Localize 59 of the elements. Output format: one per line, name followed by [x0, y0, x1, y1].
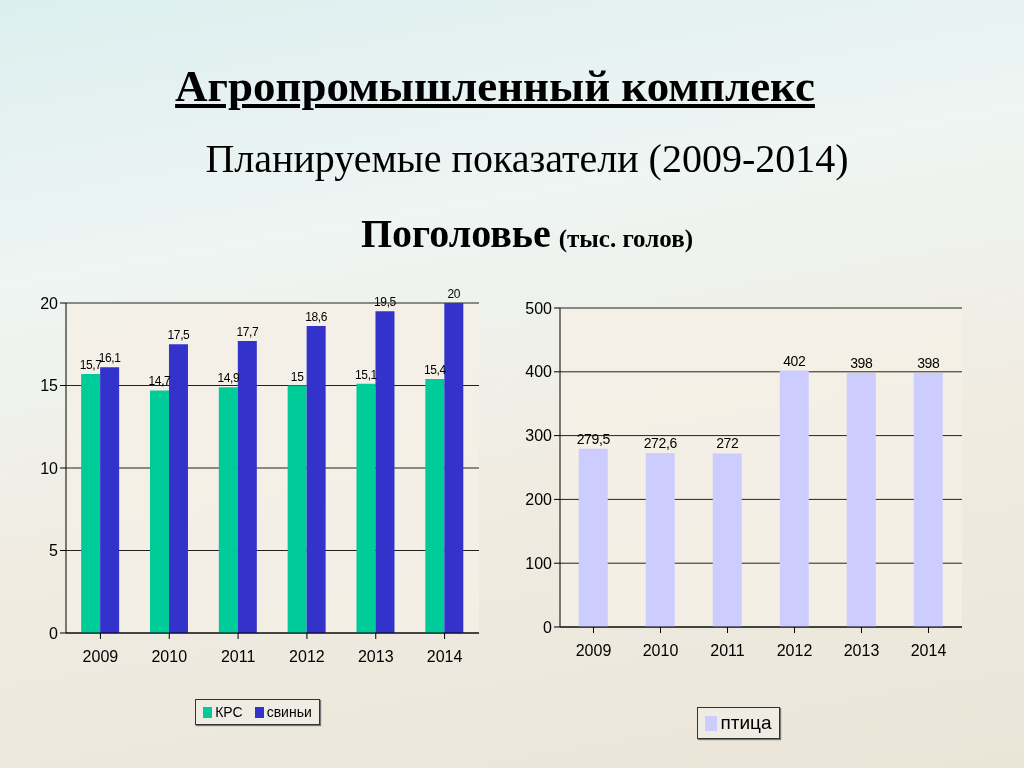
- bar: [913, 373, 943, 627]
- data-label: 398: [917, 355, 940, 372]
- y-tick-label: 400: [525, 363, 553, 381]
- bar: [149, 390, 169, 633]
- chart-title: Агропромышленный комплекс: [174, 60, 816, 112]
- data-label: 402: [783, 352, 806, 369]
- data-label: 398: [850, 355, 873, 372]
- legend-label: свиньи: [266, 704, 312, 720]
- chart-subtitle: Планируемые показатели (2009-2014): [204, 136, 850, 182]
- y-tick-label: 0: [543, 618, 553, 636]
- y-tick-label: 100: [525, 554, 553, 572]
- x-tick-label: 2011: [710, 642, 745, 660]
- data-label: 272,6: [643, 435, 678, 452]
- x-tick-label: 2013: [357, 648, 394, 666]
- x-tick-label: 2014: [910, 642, 947, 660]
- x-tick-label: 2009: [82, 648, 119, 666]
- bar: [81, 373, 101, 633]
- y-tick-label: 200: [525, 491, 553, 509]
- x-tick-label: 2010: [151, 648, 188, 666]
- bar: [779, 370, 809, 627]
- y-tick-label: 300: [525, 427, 553, 445]
- bar: [218, 387, 238, 633]
- bar: [306, 326, 326, 633]
- x-tick-label: 2009: [575, 642, 612, 660]
- bar: [444, 303, 464, 633]
- bar: [712, 453, 742, 627]
- x-tick-label: 2013: [843, 642, 880, 660]
- data-label: 272: [716, 435, 739, 452]
- y-tick-label: 20: [40, 294, 59, 312]
- data-label: 17,7: [236, 324, 259, 339]
- bar: [578, 448, 608, 627]
- x-tick-label: 2014: [426, 648, 463, 666]
- y-tick-label: 0: [49, 624, 59, 642]
- legend-label: птица: [720, 712, 772, 734]
- bar: [425, 378, 445, 633]
- data-label: 20: [447, 287, 461, 301]
- data-label: 15: [290, 369, 305, 384]
- y-tick-label: 10: [40, 459, 59, 477]
- x-tick-label: 2012: [776, 642, 813, 660]
- text: (тыс. голов): [558, 225, 694, 252]
- bar: [100, 367, 120, 633]
- y-tick-label: 15: [40, 377, 59, 395]
- bar: [356, 383, 376, 633]
- bar: [375, 311, 395, 633]
- x-tick-label: 2012: [289, 648, 325, 666]
- text: Поголовье: [360, 211, 551, 256]
- bar: [645, 453, 675, 627]
- bar: [287, 385, 307, 633]
- y-tick-label: 500: [525, 299, 553, 317]
- data-label: 18,6: [305, 310, 328, 325]
- y-tick-label: 5: [49, 542, 59, 560]
- bar: [168, 344, 188, 633]
- bar: [846, 373, 876, 627]
- x-tick-label: 2010: [642, 642, 679, 660]
- bar: [237, 340, 257, 633]
- data-label: 17,5: [167, 328, 191, 343]
- legend-label: КРС: [215, 704, 243, 720]
- data-label: 19,5: [374, 295, 397, 310]
- x-tick-label: 2011: [220, 648, 256, 666]
